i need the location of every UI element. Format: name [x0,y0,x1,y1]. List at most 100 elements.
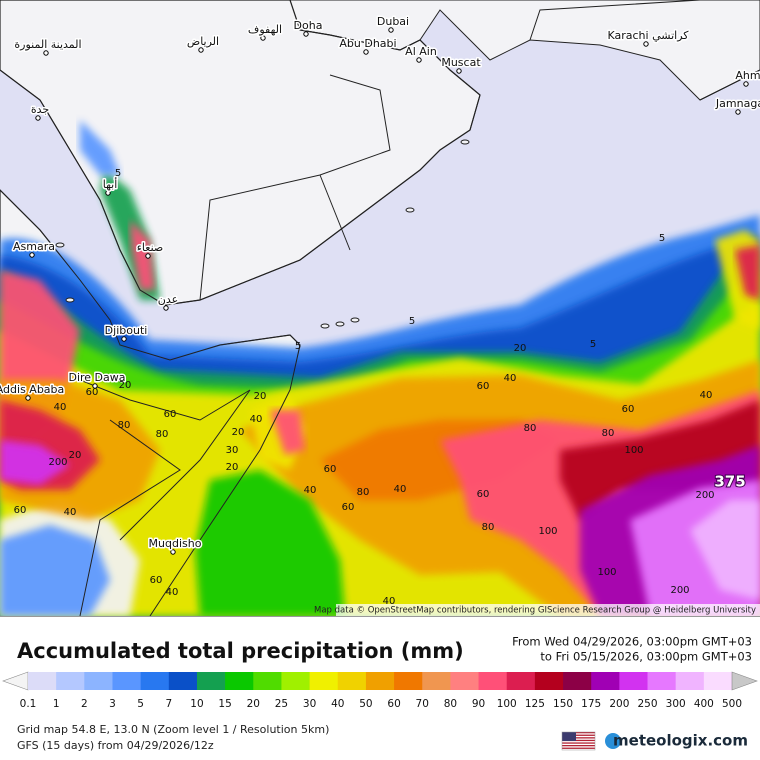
contour-label: 60 [164,409,177,420]
model-info: GFS (15 days) from 04/29/2026/12z [17,739,214,752]
contour-label: 200 [695,490,714,501]
legend-swatch [506,672,536,690]
legend-swatch [196,672,226,690]
legend-tick-label: 3 [109,698,116,710]
legend-arrow [2,671,29,691]
contour-label: 40 [383,596,396,607]
city-dot [43,50,49,56]
city-dot [92,383,98,389]
border [119,389,251,541]
legend-swatch [534,672,564,690]
city-dot [25,395,31,401]
legend-swatch [647,672,677,690]
legend-tick-label: 90 [472,698,485,710]
place-label: Jamnaga [715,97,760,110]
contour-label: 40 [304,485,317,496]
legend-swatch [591,672,620,690]
contour-label: 60 [622,404,635,415]
contour-label: 30 [226,445,239,456]
city-dot [735,109,741,115]
legend-swatch [563,672,592,690]
place-label: Ahm [735,69,760,82]
contour-label: 60 [477,489,490,500]
flag-icon [561,731,596,751]
legend-swatch [365,672,395,690]
contour-label: 60 [342,502,355,513]
contour-label: 80 [482,522,495,533]
legend-tick-label: 125 [525,698,545,710]
flag-stripe [562,734,595,736]
city-dot [163,305,169,311]
border [529,0,701,41]
legend-tick-label: 100 [497,698,517,710]
island [335,321,345,327]
legend-swatch [478,672,508,690]
flag-stripe [562,737,595,739]
legend-title: Accumulated total precipitation (mm) [17,639,464,663]
place-label: Muscat [441,56,481,69]
precipitation-area [130,220,155,290]
city-dot [29,252,35,258]
place-label: Muqdisho [149,537,202,550]
city-dot [388,27,394,33]
legend-arrow [731,671,758,691]
contour-label: 20 [232,427,245,438]
place-label: Asmara [13,240,55,253]
contour-label: 60 [477,381,490,392]
legend-tick-label: 300 [666,698,686,710]
island [350,317,360,323]
contour-label: 40 [504,373,517,384]
legend-swatch [450,672,480,690]
city-dot [121,336,127,342]
contour-label: 60 [150,575,163,586]
border [199,74,391,301]
brand: meteologix.com [613,732,748,750]
contour-label: 40 [54,402,67,413]
legend-tick-label: 7 [165,698,172,710]
flag-stripe [562,742,595,744]
place-label: الهفوف [248,23,282,36]
contour-label: 40 [700,390,713,401]
precipitation-area [195,470,345,616]
legend-tick-label: 175 [581,698,601,710]
legend-swatch [619,672,649,690]
contour-label: 5 [590,339,596,350]
contour-label: 40 [250,414,263,425]
legend-swatch [84,672,113,690]
grid-info: Grid map 54.8 E, 13.0 N (Zoom level 1 / … [17,723,329,736]
border [0,189,301,616]
contour-label: 80 [602,428,615,439]
legend-tick-label: 10 [190,698,203,710]
legend-tick-label: 0.1 [20,698,37,710]
legend-swatch [281,672,311,690]
legend-swatch [675,672,705,690]
precipitation-area [0,525,110,616]
border [0,29,481,306]
city-dot [170,549,176,555]
city-dot [260,35,266,41]
legend-swatch [703,672,733,690]
legend-swatch [394,672,423,690]
city-dot [105,190,111,196]
contour-label: 100 [624,445,643,456]
island [405,207,415,213]
contour-label: 5 [115,168,121,179]
attribution: Map data © OpenStreetMap contributors, r… [314,606,756,616]
contour-label: 40 [64,507,77,518]
contour-label: 200 [48,457,67,468]
precipitation-area [270,410,305,455]
border [79,379,251,421]
legend-tick-label: 2 [81,698,88,710]
contour-label: 40 [394,484,407,495]
contour-label: 80 [118,420,131,431]
legend-tick-label: 15 [218,698,231,710]
border [319,174,351,251]
precipitation-area [0,440,70,485]
legend-swatch [309,672,339,690]
period-to: to Fri 05/15/2026, 03:00pm GMT+03 [540,650,752,664]
place-label: الرياض [187,35,219,48]
contour-label: 200 [670,585,689,596]
flag-canton [562,732,576,741]
place-label: جدة [31,103,49,116]
